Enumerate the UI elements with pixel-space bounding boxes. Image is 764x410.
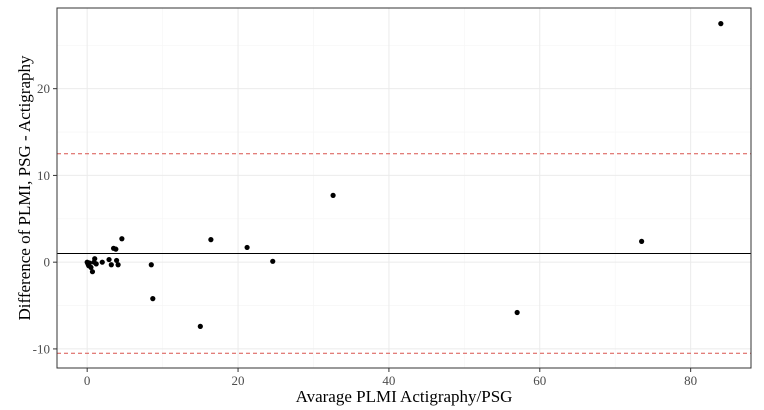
data-point [330,192,336,198]
data-point [113,246,119,252]
data-point [244,244,250,251]
data-point [119,236,125,242]
data-points [84,21,724,329]
data-point [88,264,94,270]
x-axis-ticks: 0 20 40 60 80 [84,368,697,388]
x-tick-label: 20 [232,373,245,388]
data-point [99,259,105,265]
data-point [106,256,112,263]
data-point [270,258,276,264]
x-tick-label: 0 [84,373,91,388]
x-tick-label: 60 [533,373,546,388]
data-point [639,238,645,244]
x-tick-label: 80 [684,373,697,388]
data-point [718,21,724,27]
y-tick-label: 20 [37,81,50,96]
data-point [92,256,98,262]
y-tick-label: 0 [44,255,51,270]
data-point [197,323,203,329]
y-tick-label: -10 [33,341,50,356]
minor-grid [57,8,751,368]
data-point [89,269,96,275]
y-axis-ticks: -10 0 10 20 [33,81,57,356]
x-tick-label: 40 [382,373,395,388]
data-point [208,237,214,243]
reference-lines [57,153,751,354]
data-point [514,309,520,316]
major-grid [57,8,751,368]
data-point [148,262,154,268]
data-point [86,260,93,266]
data-point [113,257,120,264]
x-axis-title: Avarage PLMI Actigraphy/PSG [296,387,513,406]
y-axis-title: Difference of PLMI, PSG - Actigraphy [15,55,34,321]
data-point [93,261,99,267]
data-point [150,296,156,302]
panel-border [56,7,752,369]
data-point [108,262,114,268]
data-point [115,262,121,268]
y-tick-label: 10 [37,168,50,183]
